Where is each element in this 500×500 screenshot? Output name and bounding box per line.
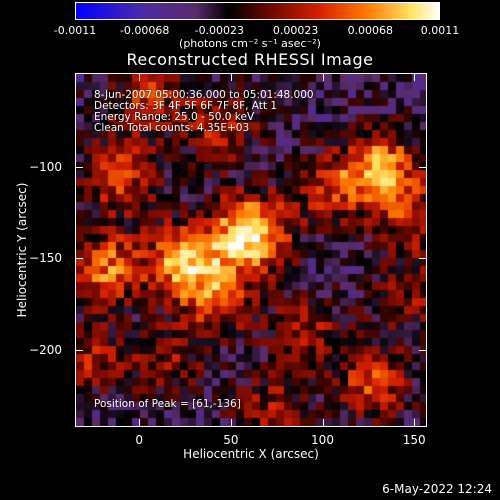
y-tick-mark bbox=[75, 349, 83, 351]
y-tick-mark bbox=[419, 166, 427, 168]
peak-position-label: Position of Peak = [61,-136] bbox=[94, 398, 241, 410]
image-plot-area: 8-Jun-2007 05:00:36.000 to 05:01:48.000 … bbox=[75, 73, 427, 427]
x-tick-mark bbox=[322, 419, 324, 427]
y-tick-label: −200 bbox=[29, 342, 62, 357]
plot-title: Reconstructed RHESSI Image bbox=[126, 50, 374, 69]
x-tick-mark bbox=[414, 419, 416, 427]
y-tick-mark bbox=[75, 258, 83, 260]
x-tick-label: 150 bbox=[402, 433, 426, 447]
x-tick-mark bbox=[230, 73, 232, 81]
x-axis-label: Heliocentric X (arcsec) bbox=[183, 447, 319, 461]
info-clean-counts: Clean Total counts: 4.35E+03 bbox=[94, 122, 250, 134]
info-detectors: Detectors: 3F 4F 5F 6F 7F 8F, Att 1 bbox=[94, 100, 278, 112]
colorbar-tick-label: 0.0011 bbox=[420, 24, 460, 37]
info-time-range: 8-Jun-2007 05:00:36.000 to 05:01:48.000 bbox=[94, 89, 314, 101]
x-tick-label: 100 bbox=[311, 433, 334, 447]
y-tick-mark bbox=[75, 166, 83, 168]
y-tick-label: −150 bbox=[29, 251, 62, 266]
x-tick-mark bbox=[322, 73, 324, 81]
colorbar-tick-label: -0.00068 bbox=[119, 24, 170, 37]
colorbar-gradient bbox=[76, 3, 439, 19]
colorbar-tick-label: 0.00023 bbox=[272, 24, 319, 37]
date-stamp: 6-May-2022 12:24 bbox=[382, 482, 492, 496]
x-tick-label: 50 bbox=[223, 433, 239, 447]
colorbar-tick-label: -0.0011 bbox=[53, 24, 97, 37]
x-tick-label: 0 bbox=[135, 433, 143, 447]
x-tick-mark bbox=[139, 419, 141, 427]
heatmap-canvas bbox=[76, 74, 426, 426]
colorbar-tick-label: 0.00068 bbox=[347, 24, 394, 37]
colorbar-tick-label: -0.00023 bbox=[194, 24, 245, 37]
y-tick-mark bbox=[419, 258, 427, 260]
y-tick-mark bbox=[419, 349, 427, 351]
colorbar-units: (photons cm⁻² s⁻¹ asec⁻²) bbox=[179, 37, 321, 50]
x-tick-mark bbox=[230, 419, 232, 427]
colorbar bbox=[75, 2, 440, 20]
y-tick-label: −100 bbox=[29, 159, 62, 174]
y-axis-label: Heliocentric Y (arcsec) bbox=[15, 182, 29, 318]
x-tick-mark bbox=[139, 73, 141, 81]
x-tick-mark bbox=[414, 73, 416, 81]
info-energy-range: Energy Range: 25.0 - 50.0 keV bbox=[94, 111, 255, 123]
